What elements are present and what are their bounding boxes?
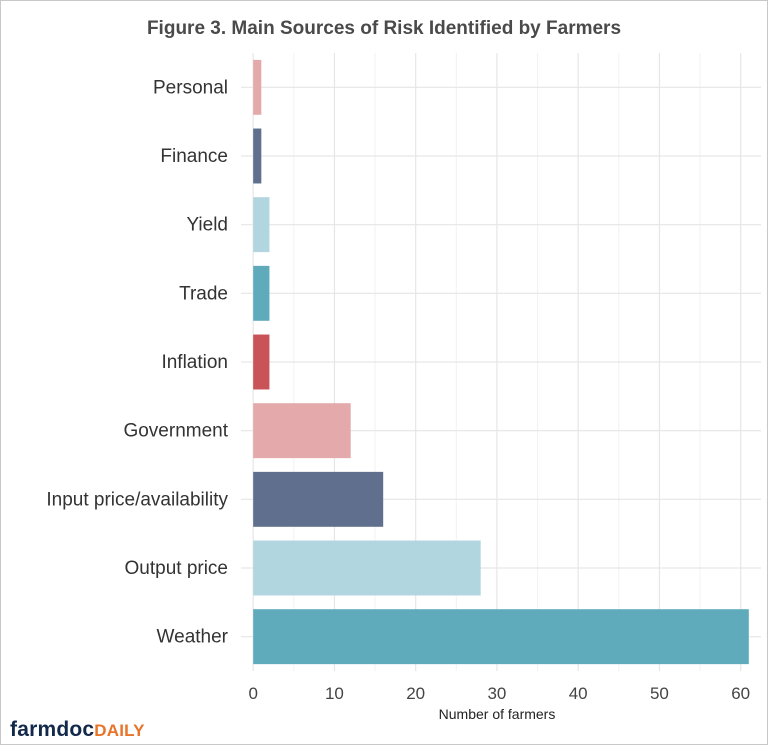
- bar-government: [253, 403, 351, 459]
- x-tick-label: 50: [650, 684, 669, 703]
- bar-output-price: [253, 540, 481, 596]
- logo-part-farmdoc: farmdoc: [10, 718, 95, 741]
- x-axis-title: Number of farmers: [439, 706, 556, 722]
- category-labels: Personal Finance Yield Trade Inflation Govern…: [46, 77, 228, 647]
- bar-finance: [253, 128, 262, 184]
- bar-personal: [253, 59, 262, 115]
- category-label: Weather: [157, 627, 229, 648]
- category-label: Input price/availability: [46, 489, 228, 510]
- category-label: Trade: [179, 283, 228, 304]
- x-tick-label: 10: [325, 684, 344, 703]
- bars: [253, 59, 749, 665]
- bar-yield: [253, 197, 270, 253]
- x-tick-labels: 0 10 20 30 40 50 60: [248, 684, 750, 703]
- bar-input-price-availability: [253, 471, 384, 527]
- bar-weather: [253, 609, 749, 665]
- farmdoc-daily-logo: farmdocDAILY: [10, 718, 145, 743]
- x-tick-label: 0: [248, 684, 257, 703]
- category-label: Yield: [186, 215, 228, 236]
- logo-part-daily: DAILY: [94, 721, 145, 740]
- bar-inflation: [253, 334, 270, 390]
- x-tick-label: 20: [406, 684, 425, 703]
- chart-title: Figure 3. Main Sources of Risk Identifie…: [147, 18, 621, 39]
- category-label: Output price: [125, 558, 229, 579]
- x-tick-label: 40: [569, 684, 588, 703]
- bar-trade: [253, 265, 270, 321]
- x-tick-label: 60: [731, 684, 750, 703]
- category-label: Inflation: [161, 352, 228, 373]
- category-label: Finance: [160, 146, 228, 167]
- x-tick-label: 30: [487, 684, 506, 703]
- category-label: Personal: [153, 77, 228, 98]
- category-label: Government: [123, 421, 228, 442]
